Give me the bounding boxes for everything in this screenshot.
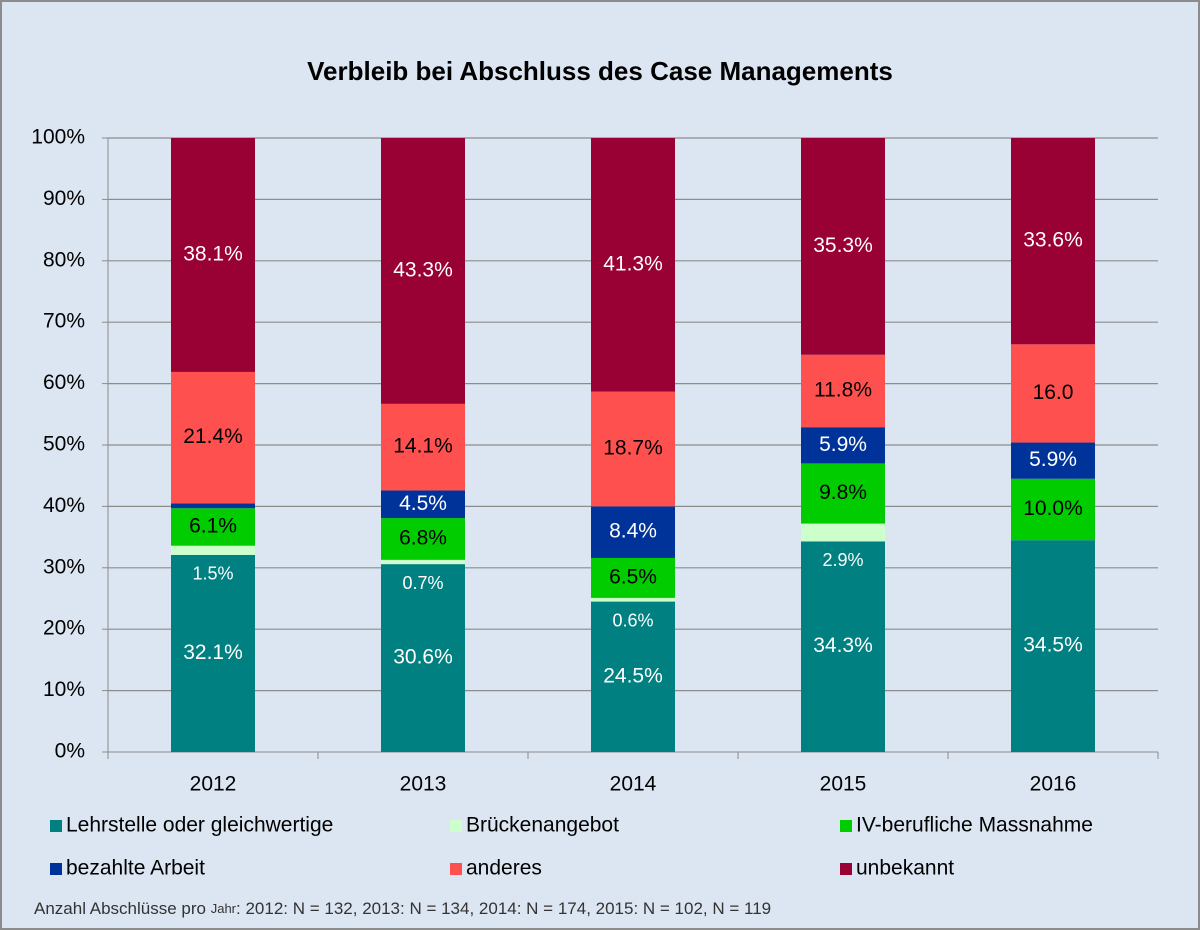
legend-label: Brückenangebot xyxy=(466,814,619,837)
y-tick-label: 90% xyxy=(43,187,85,210)
legend-swatch xyxy=(50,863,62,875)
data-label: 6.5% xyxy=(609,565,657,588)
data-label: 18.7% xyxy=(603,437,663,460)
y-tick-label: 30% xyxy=(43,555,85,578)
bar-segment xyxy=(1011,442,1095,479)
data-label: 14.1% xyxy=(393,435,453,458)
data-label: 34.5% xyxy=(1023,634,1083,657)
data-label: 34.3% xyxy=(813,634,873,657)
bar-segment xyxy=(1011,540,1095,752)
data-label: 11.8% xyxy=(814,379,872,402)
bar-segment xyxy=(591,597,675,602)
bar-segment xyxy=(801,541,885,752)
data-label: 33.6% xyxy=(1023,229,1083,252)
data-label: 0.6% xyxy=(612,610,653,630)
bar-segment xyxy=(381,564,465,752)
footnote-part: Anzahl Abschlüsse pro xyxy=(34,899,211,918)
legend-label: Lehrstelle oder gleichwertige xyxy=(66,814,333,837)
x-tick-label: 2013 xyxy=(400,773,447,796)
y-tick-label: 70% xyxy=(43,310,85,333)
bar-segment xyxy=(381,559,465,565)
data-label: 43.3% xyxy=(393,258,453,281)
x-tick-label: 2014 xyxy=(610,773,657,796)
legend-swatch xyxy=(840,820,852,832)
y-tick-label: 0% xyxy=(55,740,85,763)
x-tick-label: 2016 xyxy=(1030,773,1077,796)
data-label: 8.4% xyxy=(609,520,657,543)
y-tick-label: 80% xyxy=(43,248,85,271)
bar-segment xyxy=(171,545,255,555)
bar-segment xyxy=(1011,344,1095,443)
bar-segment xyxy=(381,138,465,404)
bar-segment xyxy=(591,557,675,598)
x-tick-label: 2015 xyxy=(820,773,867,796)
data-label: 5.9% xyxy=(819,433,867,456)
bar-segment xyxy=(1011,138,1095,345)
y-tick-label: 100% xyxy=(31,126,85,149)
bar-segment xyxy=(591,601,675,752)
y-tick-label: 40% xyxy=(43,494,85,517)
legend-swatch xyxy=(450,863,462,875)
footnote-part: : 2012: N = 132, 2013: N = 134, 2014: N … xyxy=(236,899,771,918)
legend-label: anderes xyxy=(466,857,542,880)
data-label: 38.1% xyxy=(183,243,243,266)
bar-segment xyxy=(801,427,885,464)
legend-label: bezahlte Arbeit xyxy=(66,857,205,880)
legend-label: IV-berufliche Massnahme xyxy=(856,814,1093,837)
data-label: 16.0 xyxy=(1033,381,1074,404)
legend-swatch xyxy=(50,820,62,832)
bar-segment xyxy=(591,506,675,558)
data-label: 10.0% xyxy=(1023,497,1083,520)
bar-segment xyxy=(171,138,255,372)
bar-segment xyxy=(381,403,465,491)
data-label: 2.9% xyxy=(822,550,863,570)
data-label: 1.5% xyxy=(192,564,233,584)
bar-segment xyxy=(801,523,885,542)
y-tick-label: 60% xyxy=(43,371,85,394)
y-tick-label: 20% xyxy=(43,617,85,640)
legend-swatch xyxy=(450,820,462,832)
data-label: 35.3% xyxy=(813,234,873,257)
footnote: Anzahl Abschlüsse pro Jahr: 2012: N = 13… xyxy=(34,899,771,918)
data-label: 6.8% xyxy=(399,526,447,549)
bar-segment xyxy=(171,508,255,546)
data-label: 41.3% xyxy=(603,252,663,275)
chart-title: Verbleib bei Abschluss des Case Manageme… xyxy=(307,56,893,86)
data-label: 21.4% xyxy=(183,425,243,448)
data-label: 30.6% xyxy=(393,646,453,669)
data-label: 9.8% xyxy=(819,481,867,504)
data-label: 32.1% xyxy=(183,641,243,664)
data-label: 5.9% xyxy=(1029,448,1077,471)
y-tick-label: 10% xyxy=(43,678,85,701)
data-label: 6.1% xyxy=(189,515,237,538)
data-label: 4.5% xyxy=(399,492,447,515)
bar-segment xyxy=(171,371,255,504)
bar-segment xyxy=(171,503,255,509)
bar-segment xyxy=(171,554,255,752)
y-tick-label: 50% xyxy=(43,433,85,456)
data-label: 0.7% xyxy=(402,573,443,593)
footnote-part: Jahr xyxy=(211,901,237,916)
data-label: 24.5% xyxy=(603,664,663,687)
bar-segment xyxy=(801,138,885,355)
bar-segment xyxy=(1011,478,1095,541)
bar-segment xyxy=(801,354,885,428)
legend-swatch xyxy=(840,863,852,875)
bar-segment xyxy=(381,490,465,519)
bar-segment xyxy=(591,138,675,392)
bar-segment xyxy=(381,518,465,560)
x-tick-label: 2012 xyxy=(190,773,237,796)
legend-label: unbekannt xyxy=(856,857,954,880)
bar-segment xyxy=(801,463,885,524)
bar-segment xyxy=(591,391,675,507)
